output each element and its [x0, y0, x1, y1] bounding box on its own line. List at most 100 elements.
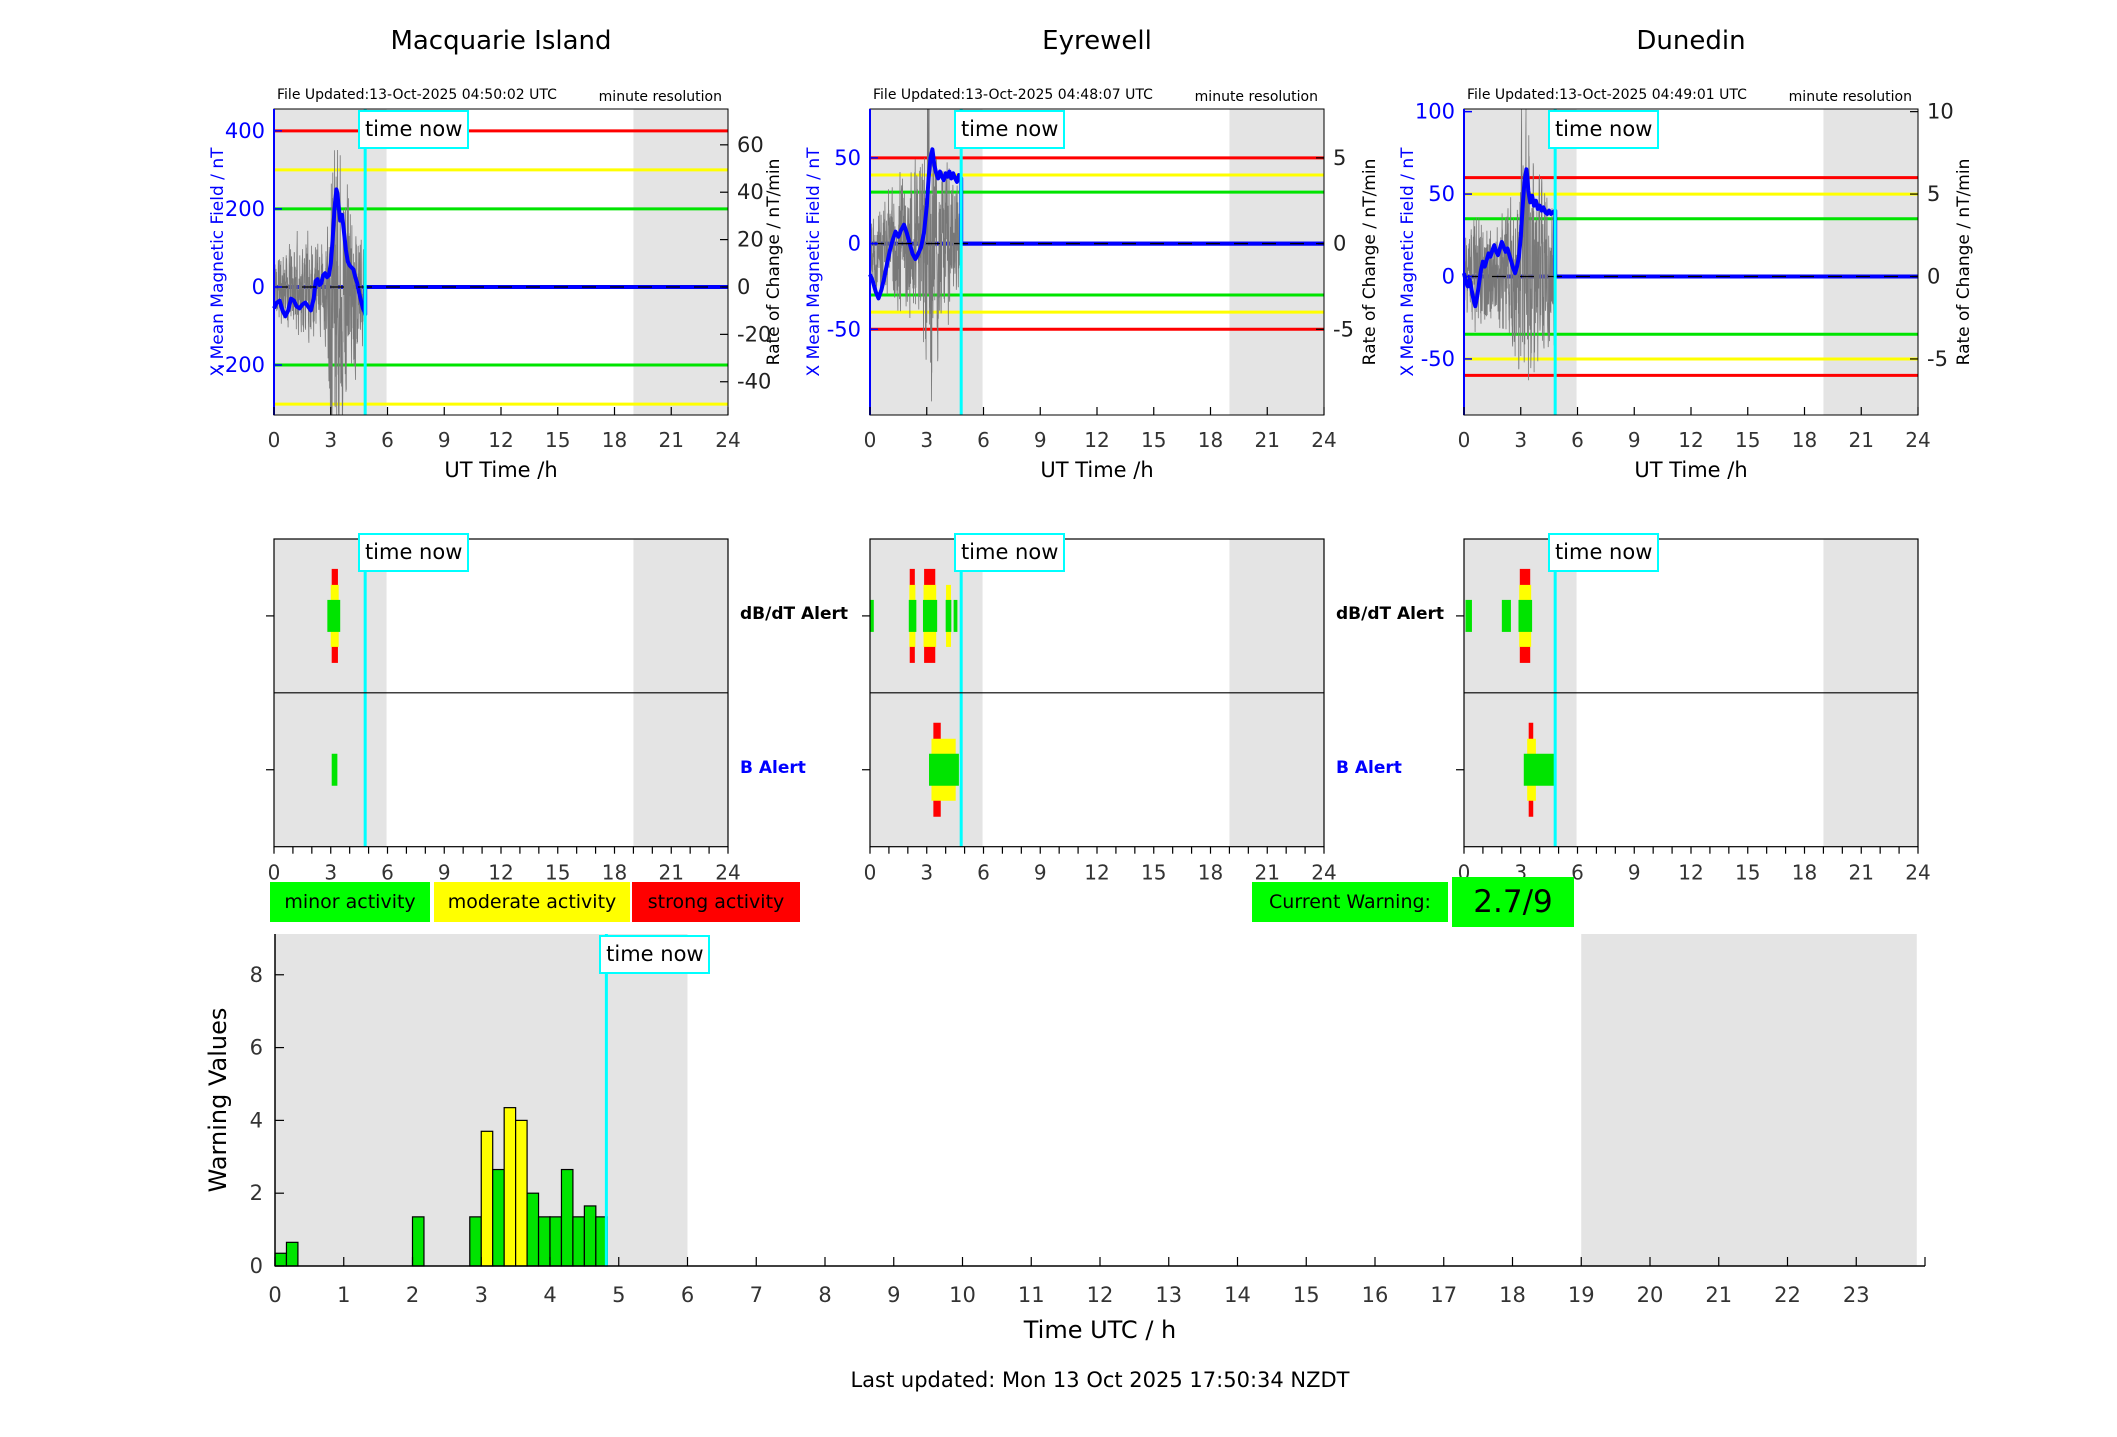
x-tick-label: 6: [1571, 428, 1584, 452]
x-tick-label: 12: [1678, 428, 1703, 452]
x-tick-label: 12: [1678, 861, 1703, 885]
x-tick-label: 20: [1637, 1283, 1664, 1307]
x-tick-label: 21: [1849, 861, 1874, 885]
resolution-note: minute resolution: [598, 89, 722, 105]
x-tick-label: 9: [1034, 861, 1047, 885]
x-tick-label: 2: [406, 1283, 419, 1307]
x-tick-label: 13: [1155, 1283, 1182, 1307]
x-tick-label: 21: [659, 428, 684, 452]
left-tick-label: 0: [1442, 265, 1455, 289]
x-tick-label: 3: [920, 861, 933, 885]
x-tick-label: 24: [715, 428, 740, 452]
x-tick-label: 9: [438, 428, 451, 452]
left-tick-label: 100: [1415, 100, 1455, 124]
b-alert-label: B Alert: [740, 758, 806, 778]
x-tick-label: 15: [1141, 428, 1166, 452]
right-tick-label: 40: [737, 180, 764, 204]
left-tick-label: 0: [252, 275, 265, 299]
x-tick-label: 24: [1311, 861, 1336, 885]
warning-bar: [492, 1168, 505, 1267]
y-axis-label-left: X Mean Magnetic Field / nT: [208, 147, 228, 377]
chart-title: Macquarie Island: [390, 26, 612, 56]
y-axis-label-right: Rate of Change / nT/min: [1954, 158, 1974, 366]
warning-bar: [583, 1205, 597, 1267]
x-tick-label: 18: [602, 428, 627, 452]
x-tick-label: 9: [1034, 428, 1047, 452]
warning-bar: [526, 1192, 540, 1267]
right-tick-label: 0: [1927, 265, 1940, 289]
x-tick-label: 18: [1499, 1283, 1526, 1307]
warning-bar: [503, 1107, 517, 1267]
right-tick-label: 5: [1333, 146, 1346, 170]
grey-window: [1823, 109, 1918, 415]
time-utc-axis-label: Time UTC / h: [1023, 1316, 1177, 1344]
x-tick-label: 15: [1293, 1283, 1320, 1307]
x-tick-label: 1: [337, 1283, 350, 1307]
rate-of-change-noise-series: [1464, 108, 1556, 381]
x-tick-label: 5: [612, 1283, 625, 1307]
warning-bar: [560, 1168, 574, 1267]
y-axis-label-left: X Mean Magnetic Field / nT: [1398, 147, 1418, 377]
x-tick-label: 12: [1087, 1283, 1114, 1307]
right-tick-label: -20: [737, 322, 771, 346]
warning-bar: [515, 1119, 528, 1267]
current-warning-label: Current Warning:: [1252, 882, 1448, 922]
y-tick-label: 6: [250, 1036, 263, 1060]
x-tick-label: 15: [545, 428, 570, 452]
x-axis-label: UT Time /h: [1040, 458, 1154, 482]
alert-bar-db: [945, 599, 952, 632]
time-now-label: time now: [1548, 110, 1660, 149]
y-tick-label: 2: [250, 1181, 263, 1205]
x-tick-label: 9: [1628, 861, 1641, 885]
right-tick-label: 60: [737, 133, 764, 157]
x-tick-label: 21: [1849, 428, 1874, 452]
last-updated-text: Last updated: Mon 13 Oct 2025 17:50:34 N…: [850, 1368, 1350, 1392]
current-warning-value: 2.7/9: [1452, 877, 1574, 927]
alert-bar-db: [327, 599, 341, 632]
alert-panel-2: 0 3 6 9 12 15 18 21 24: [1456, 538, 1931, 885]
x-tick-label: 6: [977, 428, 990, 452]
x-tick-label: 21: [1255, 428, 1280, 452]
dbdt-alert-label: dB/dT Alert: [1336, 604, 1445, 624]
alert-panel-1: 0 3 6 9 12 15 18 21 24: [862, 538, 1337, 885]
resolution-note: minute resolution: [1194, 89, 1318, 105]
y-tick-label: 4: [250, 1108, 263, 1132]
x-tick-label: 21: [659, 861, 684, 885]
x-tick-label: 0: [268, 1283, 281, 1307]
x-tick-label: 6: [977, 861, 990, 885]
x-tick-label: 23: [1843, 1283, 1870, 1307]
right-tick-label: -5: [1927, 347, 1948, 371]
alert-bar-db: [870, 599, 874, 632]
x-tick-label: 24: [1311, 428, 1336, 452]
x-tick-label: 15: [1141, 861, 1166, 885]
x-tick-label: 12: [1084, 861, 1109, 885]
x-tick-label: 10: [949, 1283, 976, 1307]
alert-panel-0: 0 3 6 9 12 15 18 21 24: [266, 538, 741, 885]
resolution-note: minute resolution: [1788, 89, 1912, 105]
warning-bar: [549, 1216, 563, 1267]
x-tick-label: 12: [1084, 428, 1109, 452]
legend-strong-activity: strong activity: [632, 882, 800, 922]
x-tick-label: 0: [268, 861, 281, 885]
x-tick-label: 3: [920, 428, 933, 452]
mean-field-series: [272, 187, 728, 319]
warning-values-axis-label: Warning Values: [204, 1007, 232, 1193]
alert-bar-db: [1501, 599, 1511, 632]
time-now-label: time now: [954, 533, 1066, 572]
x-tick-label: 0: [864, 861, 877, 885]
x-tick-label: 19: [1568, 1283, 1595, 1307]
x-tick-label: 4: [543, 1283, 556, 1307]
file-updated-timestamp: File Updated:13-Oct-2025 04:50:02 UTC: [277, 87, 557, 103]
rate-of-change-noise-series: [274, 149, 366, 416]
x-tick-label: 6: [681, 1283, 694, 1307]
warning-bar: [411, 1216, 425, 1267]
y-axis-label-right: Rate of Change / nT/min: [1360, 158, 1380, 366]
left-tick-label: -200: [217, 353, 265, 377]
x-tick-label: 18: [1198, 428, 1223, 452]
x-tick-label: 3: [1514, 428, 1527, 452]
x-tick-label: 8: [818, 1283, 831, 1307]
right-tick-label: -5: [1333, 317, 1354, 341]
warning-bar: [537, 1216, 551, 1267]
